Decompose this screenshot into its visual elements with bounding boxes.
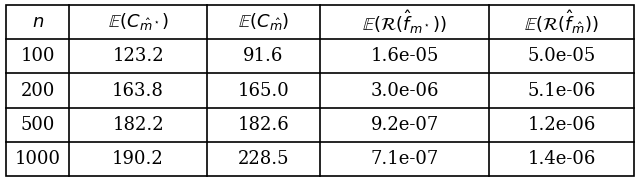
Text: 200: 200 bbox=[20, 81, 55, 100]
Text: 163.8: 163.8 bbox=[112, 81, 164, 100]
Text: 228.5: 228.5 bbox=[238, 150, 289, 168]
Text: 1.4e-06: 1.4e-06 bbox=[527, 150, 596, 168]
Text: $\mathbb{E}(C_{\hat{m}^\star})$: $\mathbb{E}(C_{\hat{m}^\star})$ bbox=[108, 12, 168, 33]
Text: $n$: $n$ bbox=[31, 13, 44, 31]
Text: 3.0e-06: 3.0e-06 bbox=[371, 81, 439, 100]
Text: 7.1e-07: 7.1e-07 bbox=[371, 150, 439, 168]
Text: 1000: 1000 bbox=[15, 150, 61, 168]
Text: 500: 500 bbox=[20, 115, 55, 134]
Text: $\mathbb{E}(C_{\hat{m}})$: $\mathbb{E}(C_{\hat{m}})$ bbox=[238, 12, 289, 33]
Text: 190.2: 190.2 bbox=[112, 150, 164, 168]
Text: 1.6e-05: 1.6e-05 bbox=[371, 47, 439, 66]
Text: 182.6: 182.6 bbox=[237, 115, 289, 134]
Text: 9.2e-07: 9.2e-07 bbox=[371, 115, 439, 134]
Text: 182.2: 182.2 bbox=[112, 115, 164, 134]
Text: 100: 100 bbox=[20, 47, 55, 66]
Text: $\mathbb{E}(\mathcal{R}(\hat{f}_{\hat{m}}))$: $\mathbb{E}(\mathcal{R}(\hat{f}_{\hat{m}… bbox=[524, 9, 599, 36]
Text: 91.6: 91.6 bbox=[243, 47, 284, 66]
Text: 5.0e-05: 5.0e-05 bbox=[527, 47, 596, 66]
Text: 123.2: 123.2 bbox=[112, 47, 164, 66]
Text: 165.0: 165.0 bbox=[237, 81, 289, 100]
Text: 1.2e-06: 1.2e-06 bbox=[527, 115, 596, 134]
Text: $\mathbb{E}(\mathcal{R}(\hat{f}_{m^\star}))$: $\mathbb{E}(\mathcal{R}(\hat{f}_{m^\star… bbox=[362, 9, 447, 36]
Text: 5.1e-06: 5.1e-06 bbox=[527, 81, 596, 100]
